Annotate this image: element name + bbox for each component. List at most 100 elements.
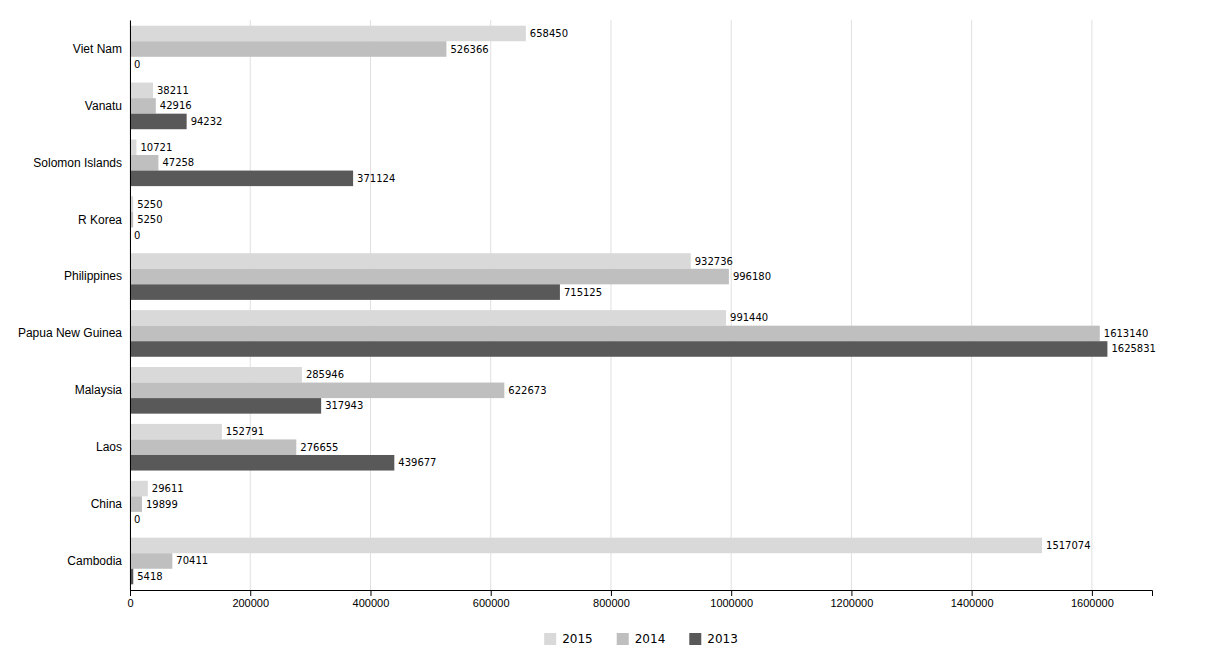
x-tick: 1400000 xyxy=(951,590,994,609)
data-label: 1613140 xyxy=(1104,328,1149,339)
data-label: 622673 xyxy=(508,385,546,396)
x-tick-label: 200000 xyxy=(232,597,269,609)
bar xyxy=(130,41,446,57)
y-tick: Viet Nam xyxy=(73,42,130,56)
bar xyxy=(130,155,158,171)
y-tick: Cambodia xyxy=(67,554,130,568)
x-tick-mark xyxy=(370,590,371,596)
x-tick-label: 1400000 xyxy=(951,597,994,609)
bar xyxy=(130,367,302,383)
x-tick-label: 1600000 xyxy=(1071,597,1114,609)
y-tick: China xyxy=(91,497,130,511)
x-tick: 400000 xyxy=(353,590,390,609)
y-tick-label: Papua New Guinea xyxy=(18,326,122,340)
x-tick-label: 1000000 xyxy=(710,597,753,609)
grid-line xyxy=(250,20,251,590)
legend-label: 2014 xyxy=(635,632,666,646)
bar xyxy=(130,171,353,187)
data-label: 1625831 xyxy=(1111,343,1156,354)
x-tick-mark xyxy=(611,590,612,596)
data-label: 276655 xyxy=(300,442,338,453)
legend-label: 2015 xyxy=(562,632,593,646)
x-tick-label: 0 xyxy=(127,597,133,609)
bar xyxy=(130,83,153,99)
bar xyxy=(130,98,156,114)
data-labels: 6584503821110721525093273699144028594615… xyxy=(134,28,1156,582)
bar xyxy=(130,114,187,130)
bar xyxy=(130,398,321,414)
y-axis-line xyxy=(130,21,131,591)
y-tick-label: Vanatu xyxy=(85,99,122,113)
y-tick-label: China xyxy=(91,497,123,511)
y-tick: R Korea xyxy=(78,213,130,227)
data-label: 715125 xyxy=(564,287,602,298)
data-label: 0 xyxy=(134,514,140,525)
y-tick-label: Cambodia xyxy=(67,554,122,568)
grid-line xyxy=(971,20,972,590)
legend-swatch xyxy=(617,633,629,645)
grid-line xyxy=(370,20,371,590)
bar xyxy=(130,553,172,569)
x-tick-label: 400000 xyxy=(353,597,390,609)
data-label: 0 xyxy=(134,230,140,241)
data-label: 371124 xyxy=(357,173,395,184)
bar xyxy=(130,284,560,300)
x-tick-mark xyxy=(972,590,973,596)
bars xyxy=(130,26,1107,585)
y-tick: Laos xyxy=(96,440,130,454)
y-axis: Viet NamVanatuSolomon IslandsR KoreaPhil… xyxy=(18,21,131,591)
x-tick-mark xyxy=(130,590,131,596)
x-tick-label: 600000 xyxy=(473,597,510,609)
data-label: 42916 xyxy=(160,100,192,111)
data-label: 152791 xyxy=(226,426,264,437)
y-tick: Vanatu xyxy=(85,99,130,113)
data-label: 439677 xyxy=(398,457,436,468)
bar xyxy=(130,26,526,42)
data-label: 5250 xyxy=(137,214,162,225)
data-label: 19899 xyxy=(146,499,178,510)
data-label: 29611 xyxy=(152,483,184,494)
grid-line xyxy=(490,20,491,590)
legend-swatch xyxy=(689,633,701,645)
grid xyxy=(130,20,1092,590)
y-tick-label: Philippines xyxy=(64,269,122,283)
x-tick: 600000 xyxy=(473,590,510,609)
x-tick-mark xyxy=(250,590,251,596)
bar xyxy=(130,496,142,512)
bar xyxy=(130,326,1100,342)
bar xyxy=(130,310,726,326)
legend: 2015 2014 2013 xyxy=(544,632,738,646)
x-tick-label: 1200000 xyxy=(830,597,873,609)
grid-line xyxy=(731,20,732,590)
legend-item: 2013 xyxy=(689,632,738,646)
y-tick-label: Viet Nam xyxy=(73,42,122,56)
legend-swatch xyxy=(544,633,556,645)
x-axis-line xyxy=(131,591,1153,597)
y-tick-label: Malaysia xyxy=(75,383,123,397)
data-label: 991440 xyxy=(730,312,768,323)
x-tick: 800000 xyxy=(593,590,630,609)
data-label: 47258 xyxy=(162,157,194,168)
data-label: 5418 xyxy=(137,571,162,582)
y-tick-label: Laos xyxy=(96,440,122,454)
bar xyxy=(130,424,222,440)
y-tick: Papua New Guinea xyxy=(18,326,130,340)
data-label: 10721 xyxy=(140,142,172,153)
data-label: 285946 xyxy=(306,369,344,380)
x-tick-mark xyxy=(731,590,732,596)
legend-item: 2015 xyxy=(544,632,593,646)
data-label: 996180 xyxy=(733,271,771,282)
y-tick: Malaysia xyxy=(75,383,130,397)
x-axis: 0 200000 400000 600000 800000 1000000 1200000 1… xyxy=(127,590,1152,609)
legend-item: 2014 xyxy=(617,632,666,646)
x-tick: 200000 xyxy=(232,590,269,609)
x-tick-label: 800000 xyxy=(593,597,630,609)
y-tick-label: R Korea xyxy=(78,213,122,227)
y-tick: Philippines xyxy=(64,269,130,283)
x-tick: 1000000 xyxy=(710,590,753,609)
x-tick: 1200000 xyxy=(830,590,873,609)
data-label: 38211 xyxy=(157,85,189,96)
data-label: 317943 xyxy=(325,400,363,411)
bar xyxy=(130,269,729,285)
x-tick: 1600000 xyxy=(1071,590,1114,609)
